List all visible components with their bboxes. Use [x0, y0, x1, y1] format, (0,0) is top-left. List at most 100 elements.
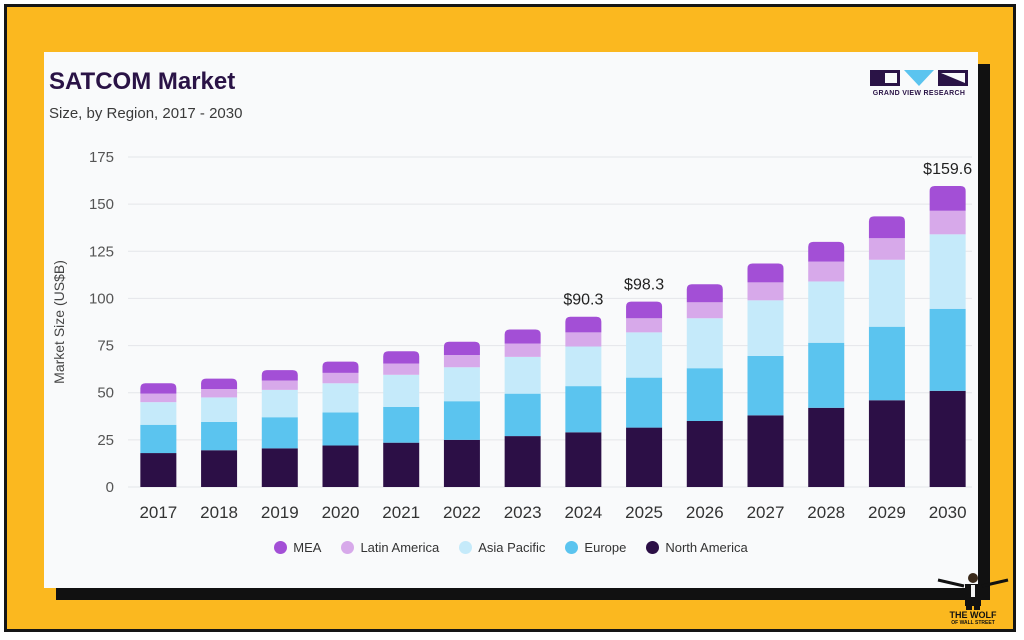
- bar-segment-latin-america-2017: [140, 393, 177, 403]
- bar-layer: [140, 186, 966, 487]
- x-tick-label: 2025: [625, 503, 663, 522]
- x-tick-label: 2020: [322, 503, 360, 522]
- bar-segment-europe-2025: [626, 377, 663, 428]
- x-tick-label: 2030: [929, 503, 967, 522]
- bar-segment-mea-2025: [626, 301, 663, 319]
- bar-segment-mea-2022: [443, 341, 480, 355]
- watermark-subtitle: OF WALL STREET: [951, 620, 995, 626]
- bar-segment-north-america-2017: [140, 453, 177, 487]
- bar-segment-north-america-2025: [626, 427, 663, 487]
- bar-segment-mea-2027: [747, 263, 784, 283]
- bar-segment-asia-pacific-2024: [565, 346, 602, 387]
- bar-segment-asia-pacific-2020: [322, 383, 359, 413]
- bar-segment-asia-pacific-2025: [626, 332, 663, 378]
- x-tick-label: 2028: [807, 503, 845, 522]
- bar-segment-europe-2021: [383, 406, 420, 443]
- bar-segment-north-america-2024: [565, 432, 602, 487]
- bar-segment-asia-pacific-2018: [201, 397, 238, 422]
- bar-segment-asia-pacific-2027: [747, 300, 784, 356]
- bar-segment-mea-2028: [808, 241, 845, 262]
- bar-segment-north-america-2022: [443, 439, 480, 487]
- x-tick-label: 2029: [868, 503, 906, 522]
- bar-segment-latin-america-2018: [201, 388, 238, 398]
- bar-segment-europe-2019: [261, 417, 298, 449]
- legend-swatch: [341, 541, 355, 554]
- bar-segment-europe-2030: [929, 308, 966, 391]
- bar-segment-north-america-2028: [808, 407, 845, 487]
- bar-segment-mea-2030: [929, 186, 966, 211]
- wolf-figure-icon: [937, 573, 1009, 610]
- bar-segment-mea-2023: [504, 329, 541, 344]
- bar-segment-north-america-2030: [929, 390, 966, 487]
- legend-label: Latin America: [360, 540, 440, 555]
- bar-segment-asia-pacific-2017: [140, 402, 177, 425]
- legend-label: MEA: [293, 540, 322, 555]
- chart-subtitle: Size, by Region, 2017 - 2030: [49, 105, 243, 122]
- x-tick-label: 2021: [382, 503, 420, 522]
- bar-segment-latin-america-2029: [868, 238, 905, 260]
- bar-segment-europe-2024: [565, 386, 602, 433]
- legend-item[interactable]: MEA: [274, 540, 321, 555]
- bar-segment-latin-america-2024: [565, 332, 602, 347]
- y-tick-label: 50: [97, 385, 114, 402]
- bar-segment-europe-2018: [201, 421, 238, 451]
- chart-legend: MEA Latin America Asia Pacific Europe North …: [44, 540, 978, 555]
- bar-segment-latin-america-2022: [443, 355, 480, 368]
- bar-segment-asia-pacific-2029: [868, 259, 905, 327]
- x-tick-label: 2024: [564, 503, 602, 522]
- data-label: $90.3: [563, 292, 603, 309]
- bar-segment-asia-pacific-2023: [504, 356, 541, 394]
- legend-item[interactable]: Latin America: [341, 540, 439, 555]
- bar-segment-north-america-2018: [201, 450, 238, 487]
- bar-segment-asia-pacific-2022: [443, 367, 480, 402]
- y-tick-label: 125: [89, 243, 114, 260]
- legend-label: North America: [665, 540, 748, 555]
- legend-swatch: [459, 541, 473, 554]
- bar-segment-mea-2026: [686, 284, 723, 303]
- legend-item[interactable]: Europe: [565, 540, 626, 555]
- x-tick-label: 2018: [200, 503, 238, 522]
- y-tick-label: 0: [106, 479, 114, 496]
- bar-segment-north-america-2021: [383, 442, 420, 487]
- bar-segment-latin-america-2028: [808, 261, 845, 282]
- bar-segment-asia-pacific-2028: [808, 281, 845, 343]
- bar-segment-asia-pacific-2026: [686, 318, 723, 369]
- chart-card: SATCOM Market Size, by Region, 2017 - 20…: [44, 52, 978, 588]
- bar-segment-north-america-2027: [747, 415, 784, 487]
- bar-segment-mea-2024: [565, 316, 602, 333]
- bar-segment-europe-2023: [504, 393, 541, 437]
- legend-item[interactable]: North America: [646, 540, 748, 555]
- y-tick-label: 175: [89, 149, 114, 166]
- legend-swatch: [646, 541, 660, 554]
- bar-segment-latin-america-2020: [322, 372, 359, 384]
- bar-segment-mea-2017: [140, 383, 177, 394]
- bar-segment-latin-america-2023: [504, 343, 541, 357]
- legend-label: Europe: [584, 540, 627, 555]
- bar-segment-latin-america-2021: [383, 363, 420, 375]
- data-label: $98.3: [624, 277, 664, 294]
- bar-segment-europe-2017: [140, 424, 177, 454]
- bar-segment-north-america-2020: [322, 445, 359, 487]
- bar-segment-mea-2029: [868, 216, 905, 239]
- x-tick-label: 2019: [261, 503, 299, 522]
- y-tick-label: 150: [89, 196, 114, 213]
- bar-segment-latin-america-2026: [686, 302, 723, 319]
- legend-item[interactable]: Asia Pacific: [459, 540, 545, 555]
- bar-segment-mea-2018: [201, 378, 238, 389]
- bar-segment-north-america-2029: [868, 400, 905, 487]
- stacked-bar-chart: 0 25 50 75 100 125 150 175 2017 2018 2019 2020 2021 2…: [51, 149, 972, 522]
- y-tick-label: 100: [89, 290, 114, 307]
- x-tick-label: 2017: [139, 503, 177, 522]
- bar-segment-europe-2022: [443, 401, 480, 440]
- grid-layer: [128, 156, 972, 488]
- chart-title: SATCOM Market: [49, 68, 236, 95]
- y-tick-label: 25: [97, 432, 114, 449]
- y-tick-label: 75: [97, 338, 114, 355]
- logo-text: GRAND VIEW RESEARCH: [872, 90, 966, 97]
- bar-segment-latin-america-2030: [929, 210, 966, 235]
- bar-segment-europe-2026: [686, 368, 723, 421]
- x-tick-label: 2026: [686, 503, 724, 522]
- bar-segment-asia-pacific-2021: [383, 374, 420, 407]
- bar-segment-asia-pacific-2030: [929, 234, 966, 309]
- legend-swatch: [274, 541, 288, 554]
